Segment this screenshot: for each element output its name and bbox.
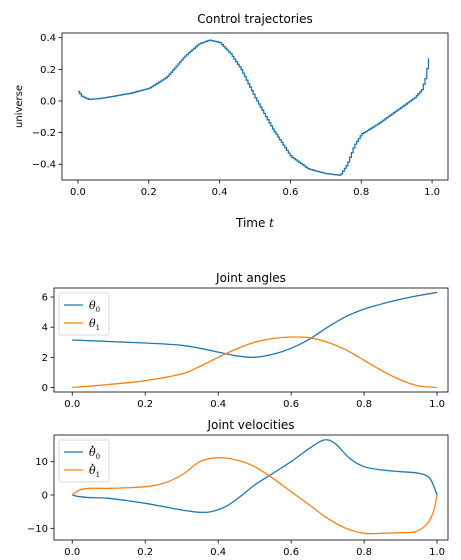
x-tick-label: 0.6 bbox=[282, 187, 298, 198]
legend bbox=[58, 292, 110, 336]
series-line-0 bbox=[77, 39, 430, 176]
legend-subscript: 1 bbox=[96, 324, 100, 332]
chart-title: Joint velocities bbox=[206, 418, 294, 432]
x-tick-label: 0.0 bbox=[70, 187, 86, 198]
series-line-1 bbox=[71, 457, 438, 535]
chart-title: Joint angles bbox=[215, 271, 286, 285]
chart-title: Control trajectories bbox=[197, 12, 312, 26]
y-axis-label: universe bbox=[14, 85, 25, 128]
chart-panel-0: Control trajectories 0.0 0.2 0.4 0.6 0.8 1.0 −0… bbox=[14, 12, 449, 230]
y-tick-label: −0.4 bbox=[32, 160, 56, 171]
x-tick-label: 1.0 bbox=[424, 187, 440, 198]
x-tick-label: 0.4 bbox=[210, 399, 226, 410]
plot-frame bbox=[61, 32, 449, 181]
x-tick-label: 0.6 bbox=[283, 399, 299, 410]
x-axis-label: Time t bbox=[235, 216, 274, 230]
x-tick-label: 0.0 bbox=[64, 547, 80, 558]
x-tick-label: 0.2 bbox=[137, 399, 153, 410]
x-tick-label: 0.4 bbox=[212, 187, 228, 198]
y-tick-label: 0.2 bbox=[40, 65, 56, 76]
legend-entry: θ1 bbox=[89, 317, 100, 332]
x-tick-label: 0.2 bbox=[141, 187, 157, 198]
legend-entry: θ0 bbox=[89, 299, 100, 314]
y-tick-label: 0.0 bbox=[40, 96, 56, 107]
series-line-0 bbox=[72, 291, 438, 359]
legend-entry: θ0 bbox=[89, 446, 100, 461]
plot-frame bbox=[53, 434, 449, 541]
y-tick-label: 4 bbox=[42, 323, 48, 334]
x-tick-label: 0.8 bbox=[353, 187, 369, 198]
x-tick-label: 0.8 bbox=[356, 547, 372, 558]
legend-dot bbox=[91, 463, 94, 466]
x-tick-label: 0.6 bbox=[283, 547, 299, 558]
x-tick-label: 1.0 bbox=[429, 399, 445, 410]
y-tick-label: −0.2 bbox=[32, 128, 56, 139]
series-line-1 bbox=[72, 336, 438, 389]
y-tick-label: 10 bbox=[35, 457, 48, 468]
legend-dot bbox=[91, 445, 94, 448]
legend-subscript: 0 bbox=[96, 453, 100, 461]
series-line-0 bbox=[72, 439, 438, 514]
x-tick-label: 1.0 bbox=[429, 547, 445, 558]
y-tick-label: 0 bbox=[42, 383, 48, 394]
y-tick-label: −10 bbox=[27, 524, 48, 535]
x-tick-label: 0.2 bbox=[137, 547, 153, 558]
legend bbox=[58, 439, 110, 483]
x-tick-label: 0.8 bbox=[356, 399, 372, 410]
x-axis-symbol: t bbox=[269, 216, 274, 230]
plot-frame bbox=[53, 287, 449, 393]
chart-panel-1: Joint angles 0.0 0.2 0.4 0.6 0.8 1.0 0 2 4 6 θ0 θ1 bbox=[42, 271, 449, 410]
x-tick-label: 0.0 bbox=[64, 399, 80, 410]
legend-subscript: 1 bbox=[96, 471, 100, 479]
y-tick-label: 6 bbox=[42, 293, 48, 304]
y-tick-label: 2 bbox=[42, 353, 48, 364]
y-tick-label: 0 bbox=[42, 491, 48, 502]
y-tick-label: 0.4 bbox=[40, 33, 56, 44]
legend-entry: θ1 bbox=[89, 464, 100, 479]
x-tick-label: 0.4 bbox=[210, 547, 226, 558]
legend-subscript: 0 bbox=[96, 306, 100, 314]
